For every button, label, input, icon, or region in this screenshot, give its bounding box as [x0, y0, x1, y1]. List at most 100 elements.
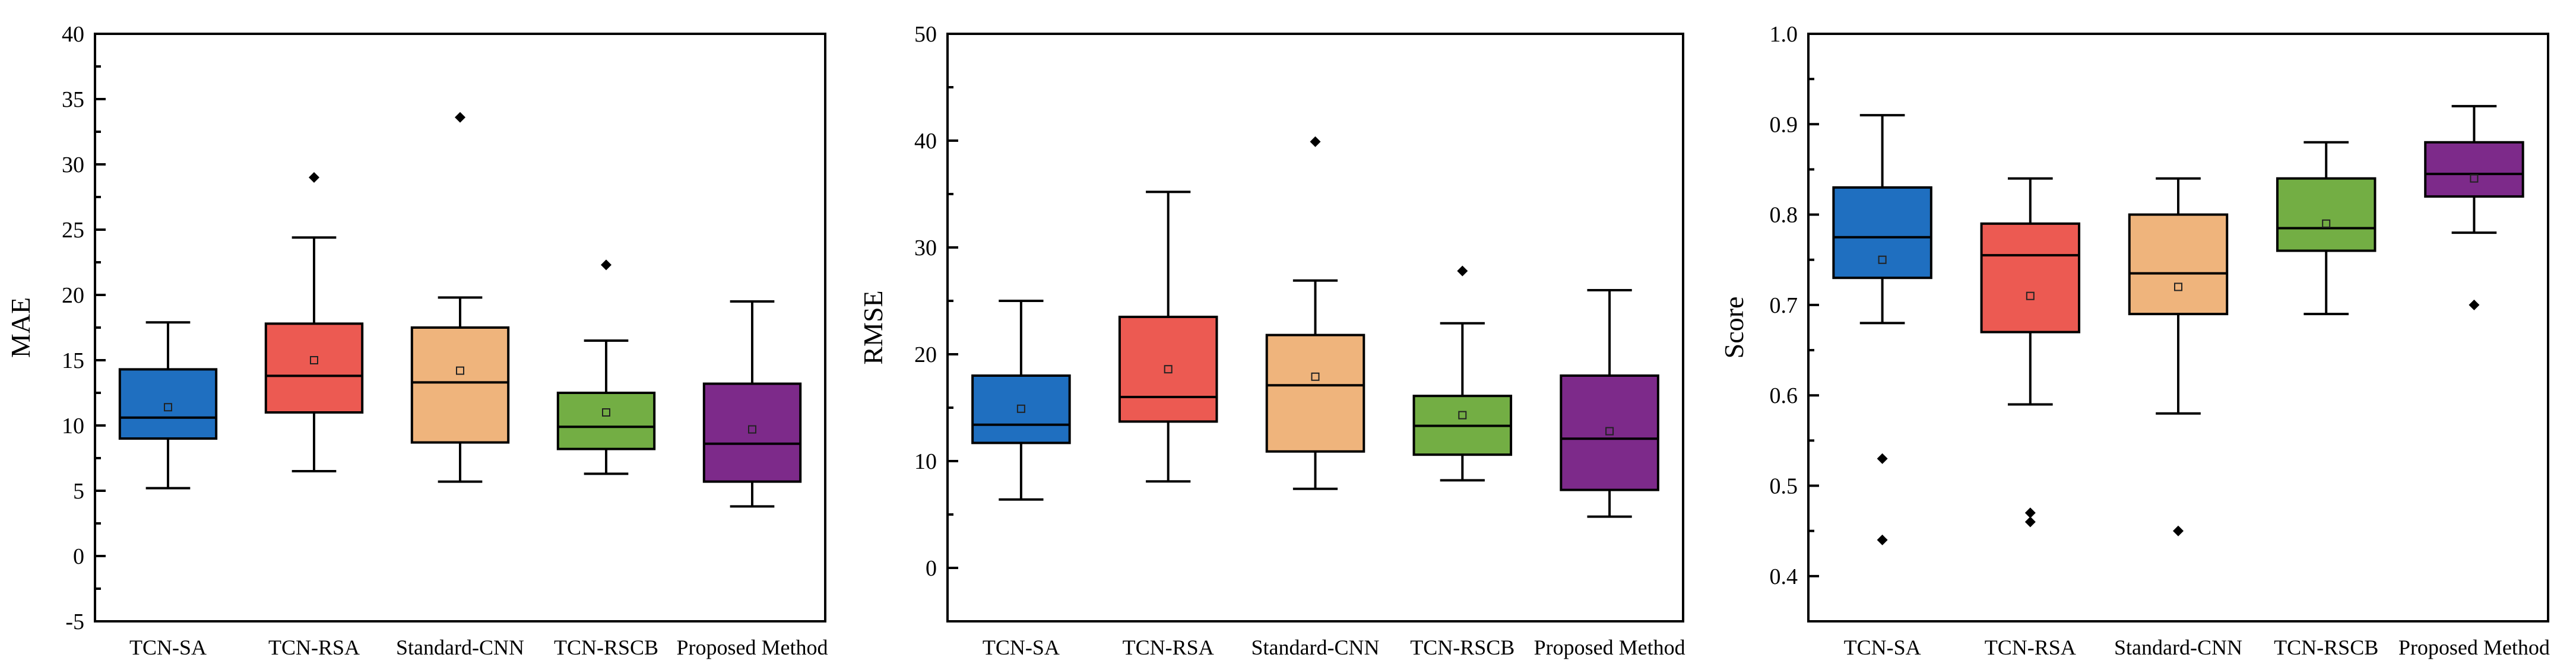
mae-mean-marker [310, 356, 318, 364]
score-outlier-point [2024, 516, 2036, 528]
mae-box-iqr [410, 326, 510, 444]
score-category-label: TCN-RSA [1985, 636, 2076, 659]
score-outlier-point [2469, 299, 2480, 310]
rmse-ytick-label: 0 [926, 556, 937, 581]
score-box-iqr [2276, 177, 2377, 252]
score-outlier-point [1877, 453, 1888, 464]
score-mean-marker [2470, 174, 2479, 183]
score-boxplot-panel: 0.4 0.5 0.6 0.7 0.8 0.9 1.0 Score TCN-SA TCN-RSA S… [1719, 22, 2550, 659]
rmse-ytick-label: 30 [914, 236, 937, 261]
mae-mean-marker [748, 425, 756, 434]
score-ytick-label: 0.8 [1770, 203, 1798, 228]
mae-ytick-label: -5 [65, 609, 84, 634]
rmse-box-iqr [1118, 316, 1218, 423]
score-box-1 [1832, 114, 1932, 545]
mae-box-iqr [264, 322, 364, 414]
rmse-box-5 [1560, 289, 1659, 518]
rmse-box-iqr [1560, 374, 1659, 491]
rmse-outlier-point [1457, 265, 1468, 277]
rmse-category-label: TCN-RSA [1123, 636, 1214, 659]
rmse-mean-marker [1164, 365, 1173, 374]
rmse-box-3 [1265, 136, 1365, 490]
score-outlier-point [2024, 507, 2036, 519]
mae-category-label: TCN-RSCB [554, 636, 658, 659]
mae-category-label: TCN-RSA [268, 636, 360, 659]
rmse-plot-frame [946, 33, 1684, 622]
score-box-4 [2276, 141, 2377, 316]
mae-ytick-label: 0 [73, 544, 84, 569]
score-outlier-point [2173, 525, 2184, 536]
mae-category-label: Proposed Method [677, 636, 828, 659]
score-box-iqr [1832, 186, 1932, 279]
mae-outlier-point [455, 112, 465, 123]
score-box-iqr [2128, 213, 2229, 316]
score-ytick-label: 1.0 [1770, 22, 1798, 47]
mae-outlier-point [309, 172, 319, 183]
mae-mean-marker [602, 408, 610, 417]
rmse-y-axis-label: RMSE [858, 290, 888, 364]
mae-box-2 [264, 172, 364, 472]
score-box-iqr [1980, 222, 2081, 333]
score-box-5 [2424, 104, 2524, 310]
mae-ytick-label: 30 [62, 153, 84, 177]
score-mean-marker [2026, 291, 2035, 300]
rmse-category-label: Standard-CNN [1251, 636, 1380, 659]
score-category-label: Proposed Method [2398, 636, 2550, 659]
score-ytick-label: 0.7 [1770, 293, 1798, 318]
score-category-label: Standard-CNN [2114, 636, 2242, 659]
rmse-category-label: TCN-SA [983, 636, 1060, 659]
score-box-2 [1980, 177, 2081, 528]
rmse-ytick-label: 10 [914, 449, 937, 474]
rmse-box-iqr [1265, 333, 1365, 453]
mae-box-4 [556, 259, 656, 475]
mae-category-label: TCN-SA [129, 636, 207, 659]
rmse-ytick-label: 50 [914, 22, 937, 47]
rmse-box-iqr [971, 374, 1071, 444]
mae-boxplot-panel: -5 0 5 10 15 20 25 30 35 40 MAE TCN-SA TCN-RSA Standa… [5, 22, 828, 659]
mae-ytick-label: 25 [62, 218, 84, 243]
mae-ytick-label: 40 [62, 22, 84, 47]
mae-outlier-point [601, 259, 611, 271]
rmse-mean-marker [1605, 427, 1614, 436]
mae-mean-marker [456, 366, 464, 375]
mae-ytick-label: 10 [62, 414, 84, 439]
score-mean-marker [2322, 219, 2331, 228]
score-box-3 [2128, 177, 2229, 536]
rmse-mean-marker [1016, 404, 1025, 413]
score-category-label: TCN-SA [1844, 636, 1921, 659]
rmse-boxplot-panel: 0 10 20 30 40 50 RMSE TCN-SA TCN-RSA Standard-CNN… [858, 22, 1685, 659]
rmse-box-2 [1118, 190, 1218, 483]
mae-category-label: Standard-CNN [396, 636, 524, 659]
rmse-category-label: TCN-RSCB [1410, 636, 1514, 659]
rmse-box-4 [1412, 265, 1513, 482]
mae-box-iqr [556, 392, 656, 450]
rmse-mean-marker [1311, 372, 1320, 381]
mae-ytick-label: 5 [73, 479, 84, 504]
rmse-mean-marker [1458, 411, 1467, 420]
mae-ytick-label: 20 [62, 283, 84, 308]
mae-box-1 [118, 321, 218, 490]
score-mean-marker [2174, 282, 2182, 291]
mae-ytick-label: 35 [62, 87, 84, 112]
rmse-ytick-label: 20 [914, 342, 937, 367]
score-ytick-label: 0.6 [1770, 383, 1798, 408]
score-ytick-label: 0.4 [1770, 564, 1798, 589]
score-y-axis-label: Score [1719, 297, 1749, 359]
rmse-outlier-point [1310, 136, 1321, 147]
mae-mean-marker [164, 403, 172, 412]
score-outlier-point [1877, 534, 1888, 545]
mae-y-axis-label: MAE [5, 297, 36, 358]
rmse-category-label: Proposed Method [1534, 636, 1685, 659]
rmse-ytick-label: 40 [914, 129, 937, 154]
score-ytick-label: 0.5 [1770, 474, 1798, 499]
score-box-iqr [2424, 141, 2524, 198]
score-plot-frame [1807, 33, 2549, 622]
mae-ytick-label: 15 [62, 348, 84, 373]
score-category-label: TCN-RSCB [2274, 636, 2378, 659]
mae-box-5 [702, 300, 802, 508]
mae-box-3 [410, 112, 510, 483]
mae-plot-frame [94, 33, 826, 622]
score-ytick-label: 0.9 [1770, 112, 1798, 137]
rmse-box-1 [971, 300, 1071, 501]
